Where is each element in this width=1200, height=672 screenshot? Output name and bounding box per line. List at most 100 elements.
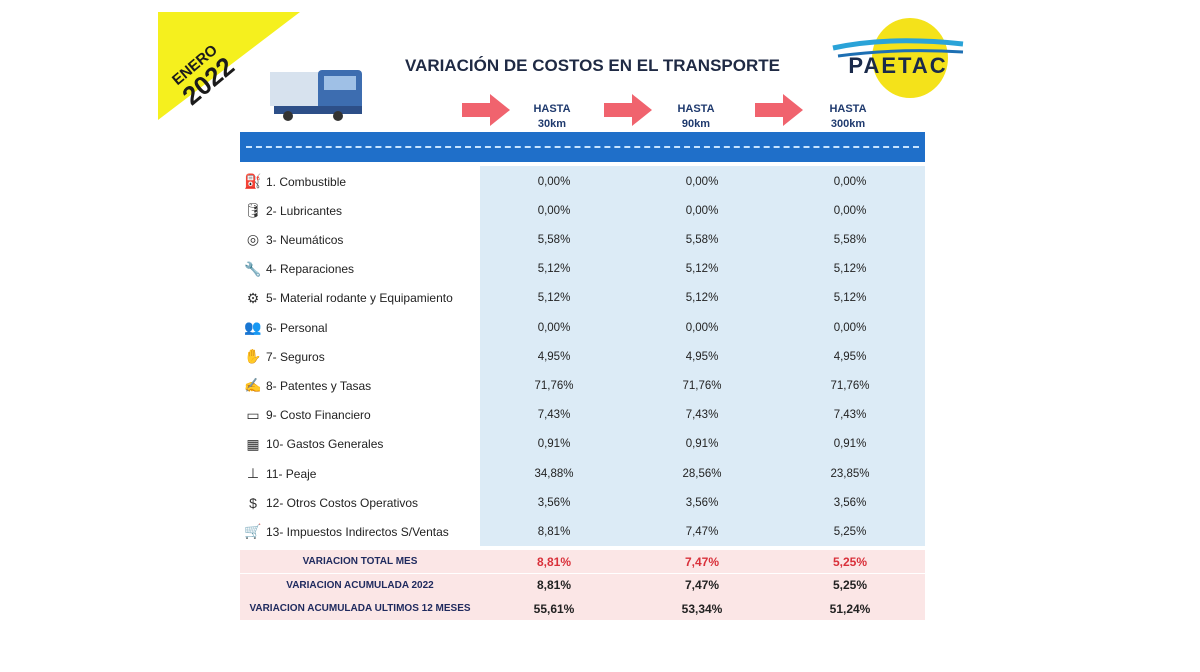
cell-value: 0,00% <box>776 322 924 334</box>
row-label: 🛒13- Impuestos Indirectos S/Ventas <box>240 523 480 540</box>
summary-row: VARIACION ACUMULADA 20228,81%7,47%5,25% <box>240 574 925 597</box>
cell-value: 5,58% <box>776 234 924 246</box>
wrench-icon: 🔧 <box>240 261 266 278</box>
road-band <box>240 132 925 162</box>
tire-icon: ◎ <box>240 231 266 248</box>
cell-value: 0,00% <box>628 176 776 188</box>
cell-value: 28,56% <box>628 468 776 480</box>
truck-icon <box>268 66 368 122</box>
paetac-logo: PAETAC <box>828 18 968 98</box>
svg-text:PAETAC: PAETAC <box>848 53 947 78</box>
cost-icon: ▭ <box>240 407 266 424</box>
cell-value: 0,91% <box>628 438 776 450</box>
cell-value: 71,76% <box>480 380 628 392</box>
summary-value: 8,81% <box>480 578 628 592</box>
row-label-text: 7- Seguros <box>266 350 325 364</box>
calculator-icon: ▦ <box>240 436 266 453</box>
hand-icon: ✋ <box>240 348 266 365</box>
cell-value: 0,00% <box>480 176 628 188</box>
column-header-30km: HASTA30km <box>512 102 592 132</box>
table-row: ⚙5- Material rodante y Equipamiento5,12%… <box>240 284 925 313</box>
fuel-pump-icon: ⛽ <box>240 173 266 190</box>
summary-row: VARIACION TOTAL MES8,81%7,47%5,25% <box>240 550 925 573</box>
summary-label: VARIACION TOTAL MES <box>240 556 480 567</box>
summary-value: 5,25% <box>776 555 924 569</box>
row-label: 🛢2- Lubricantes <box>240 202 480 219</box>
arrow-right-icon <box>755 94 803 126</box>
cell-value: 5,12% <box>628 263 776 275</box>
row-label-text: 8- Patentes y Tasas <box>266 379 371 393</box>
cell-value: 7,43% <box>776 409 924 421</box>
cell-value: 4,95% <box>480 351 628 363</box>
row-label: ⛽1. Combustible <box>240 173 480 190</box>
dollar-icon: $ <box>240 495 266 511</box>
cell-value: 5,58% <box>628 234 776 246</box>
row-label: ⚙5- Material rodante y Equipamiento <box>240 290 480 307</box>
row-label: ✋7- Seguros <box>240 348 480 365</box>
summary-row: VARIACION ACUMULADA ULTIMOS 12 MESES55,6… <box>240 597 925 620</box>
toll-barrier-icon: ⊥ <box>240 465 266 482</box>
row-label-text: 3- Neumáticos <box>266 233 343 247</box>
table-row: 🛢2- Lubricantes0,00%0,00%0,00% <box>240 196 925 225</box>
cell-value: 4,95% <box>628 351 776 363</box>
gear-icon: ⚙ <box>240 290 266 307</box>
summary-value: 5,25% <box>776 578 924 592</box>
cell-value: 5,12% <box>776 292 924 304</box>
cell-value: 3,56% <box>480 497 628 509</box>
page-title: VARIACIÓN DE COSTOS EN EL TRANSPORTE <box>405 56 780 76</box>
row-label-text: 11- Peaje <box>266 467 316 481</box>
arrow-right-icon <box>604 94 652 126</box>
people-icon: 👥 <box>240 319 266 336</box>
cell-value: 71,76% <box>776 380 924 392</box>
cell-value: 34,88% <box>480 468 628 480</box>
column-header-90km: HASTA90km <box>656 102 736 132</box>
table-row: $12- Otros Costos Operativos3,56%3,56%3,… <box>240 488 925 517</box>
table-row: ◎3- Neumáticos5,58%5,58%5,58% <box>240 225 925 254</box>
row-label: ▭9- Costo Financiero <box>240 407 480 424</box>
row-label-text: 12- Otros Costos Operativos <box>266 496 418 510</box>
cell-value: 5,58% <box>480 234 628 246</box>
summary-value: 7,47% <box>628 555 776 569</box>
summary-label: VARIACION ACUMULADA 2022 <box>240 580 480 591</box>
cell-value: 5,12% <box>628 292 776 304</box>
table-row: ⊥11- Peaje34,88%28,56%23,85% <box>240 459 925 488</box>
oil-can-icon: 🛢 <box>240 202 266 219</box>
row-label-text: 6- Personal <box>266 321 327 335</box>
table-row: ▭9- Costo Financiero7,43%7,43%7,43% <box>240 401 925 430</box>
cell-value: 5,12% <box>776 263 924 275</box>
row-label-text: 10- Gastos Generales <box>266 437 383 451</box>
cell-value: 0,91% <box>480 438 628 450</box>
table-row: 👥6- Personal0,00%0,00%0,00% <box>240 313 925 342</box>
table-row: 🛒13- Impuestos Indirectos S/Ventas8,81%7… <box>240 517 925 546</box>
row-label: $12- Otros Costos Operativos <box>240 495 480 511</box>
summary-label: VARIACION ACUMULADA ULTIMOS 12 MESES <box>240 603 480 614</box>
row-label-text: 2- Lubricantes <box>266 204 342 218</box>
row-label-text: 9- Costo Financiero <box>266 408 371 422</box>
row-label-text: 5- Material rodante y Equipamiento <box>266 291 453 305</box>
cell-value: 7,47% <box>628 526 776 538</box>
summary-value: 53,34% <box>628 602 776 616</box>
row-label: ▦10- Gastos Generales <box>240 436 480 453</box>
cell-value: 0,00% <box>776 205 924 217</box>
cell-value: 7,43% <box>628 409 776 421</box>
row-label: ✍8- Patentes y Tasas <box>240 377 480 394</box>
cell-value: 3,56% <box>628 497 776 509</box>
summary-value: 8,81% <box>480 555 628 569</box>
cell-value: 71,76% <box>628 380 776 392</box>
summary-value: 51,24% <box>776 602 924 616</box>
row-label-text: 4- Reparaciones <box>266 262 354 276</box>
arrow-right-icon <box>462 94 510 126</box>
cell-value: 8,81% <box>480 526 628 538</box>
table-row: ✍8- Patentes y Tasas71,76%71,76%71,76% <box>240 371 925 400</box>
summary-value: 55,61% <box>480 602 628 616</box>
cell-value: 5,12% <box>480 292 628 304</box>
cell-value: 0,00% <box>480 322 628 334</box>
cell-value: 5,12% <box>480 263 628 275</box>
row-label: ⊥11- Peaje <box>240 465 480 482</box>
cell-value: 23,85% <box>776 468 924 480</box>
cell-value: 4,95% <box>776 351 924 363</box>
row-label: 🔧4- Reparaciones <box>240 261 480 278</box>
column-header-300km: HASTA300km <box>808 102 888 132</box>
cell-value: 0,00% <box>628 322 776 334</box>
cell-value: 3,56% <box>776 497 924 509</box>
